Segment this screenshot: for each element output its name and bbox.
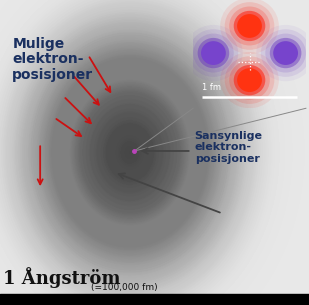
Circle shape [237,14,262,38]
Circle shape [184,25,243,81]
Text: (=100,000 fm): (=100,000 fm) [91,283,158,292]
Text: Sansynlige
elektron-
posisjoner: Sansynlige elektron- posisjoner [195,131,263,163]
Circle shape [273,41,298,65]
Text: Mulige
elektron-
posisjoner: Mulige elektron- posisjoner [12,37,94,82]
Text: 1 fm: 1 fm [202,83,221,92]
Circle shape [225,56,274,104]
Circle shape [234,65,265,95]
Circle shape [237,68,262,92]
Circle shape [261,29,309,77]
Circle shape [188,29,238,77]
Circle shape [270,38,301,68]
Circle shape [234,11,265,41]
Circle shape [229,6,270,45]
Circle shape [225,2,274,50]
Circle shape [201,41,226,65]
Text: 1 Ångström: 1 Ångström [3,267,121,288]
Circle shape [220,52,279,108]
Circle shape [220,0,279,54]
Circle shape [265,34,306,73]
Circle shape [198,38,229,68]
Circle shape [229,61,270,100]
Circle shape [193,34,234,73]
Circle shape [256,25,309,81]
